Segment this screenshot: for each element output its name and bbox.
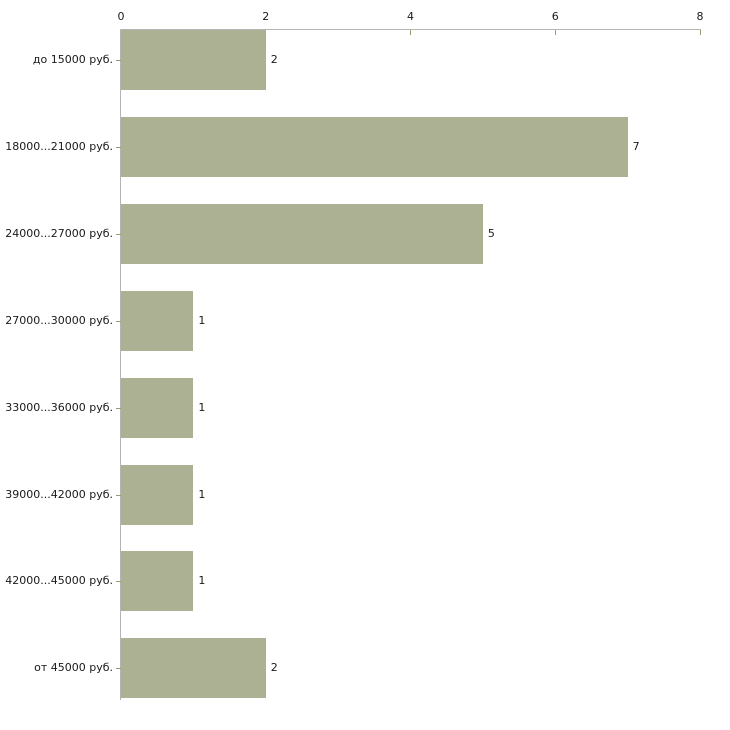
- y-tick: [116, 60, 121, 61]
- bar-row: 1: [0, 377, 730, 438]
- x-tick-label-6: 6: [551, 10, 559, 23]
- x-axis-line: [121, 29, 701, 30]
- category-label: до 15000 руб.: [32, 53, 113, 66]
- x-tick-4: [410, 30, 411, 35]
- category-label: 18000...21000 руб.: [5, 139, 113, 153]
- bar-value-label: 1: [198, 574, 206, 588]
- bar-row: 2: [0, 638, 730, 699]
- x-tick-6: [554, 30, 556, 35]
- x-tick-8: [699, 30, 701, 35]
- bar[interactable]: [121, 116, 628, 177]
- bar-value-label: 1: [198, 313, 206, 327]
- bar-row: 1: [0, 464, 730, 525]
- bar-value-label: 5: [487, 226, 495, 240]
- y-tick: [116, 321, 121, 322]
- x-tick-label-2: 2: [262, 10, 270, 23]
- bar-value-label: 1: [198, 487, 206, 501]
- bar[interactable]: [121, 203, 483, 264]
- y-tick: [116, 581, 121, 582]
- y-tick: [116, 234, 121, 235]
- x-tick-2: [265, 30, 267, 35]
- y-axis-line: [120, 29, 121, 700]
- category-label: 27000...30000 руб.: [5, 313, 113, 327]
- bar-row: 1: [0, 551, 730, 612]
- bar-row: 7: [0, 116, 730, 177]
- bar-value-label: 7: [632, 139, 640, 153]
- bar-row: 2: [0, 30, 730, 90]
- category-label: 33000...36000 руб.: [5, 400, 113, 414]
- bar[interactable]: [121, 290, 194, 351]
- x-tick-label-0: 0: [117, 10, 125, 23]
- y-tick: [116, 495, 121, 496]
- bar[interactable]: [121, 464, 194, 525]
- y-tick: [116, 408, 121, 409]
- bar-value-label: 2: [270, 53, 278, 66]
- category-label: 24000...27000 руб.: [5, 226, 113, 240]
- x-tick-label-8: 8: [696, 10, 704, 23]
- bar[interactable]: [121, 377, 194, 438]
- category-label: 42000...45000 руб.: [5, 574, 113, 588]
- y-tick: [116, 668, 121, 669]
- y-tick: [116, 147, 121, 148]
- bar[interactable]: [121, 30, 266, 90]
- category-label: 39000...42000 руб.: [5, 487, 113, 501]
- bar-row: 5: [0, 203, 730, 264]
- bar-value-label: 2: [270, 661, 278, 675]
- bar-row: 1: [0, 290, 730, 351]
- bar-value-label: 1: [198, 400, 206, 414]
- bar[interactable]: [121, 638, 266, 699]
- category-label: от 45000 руб.: [34, 661, 113, 675]
- bar[interactable]: [121, 551, 194, 612]
- x-tick-label-4: 4: [407, 10, 414, 23]
